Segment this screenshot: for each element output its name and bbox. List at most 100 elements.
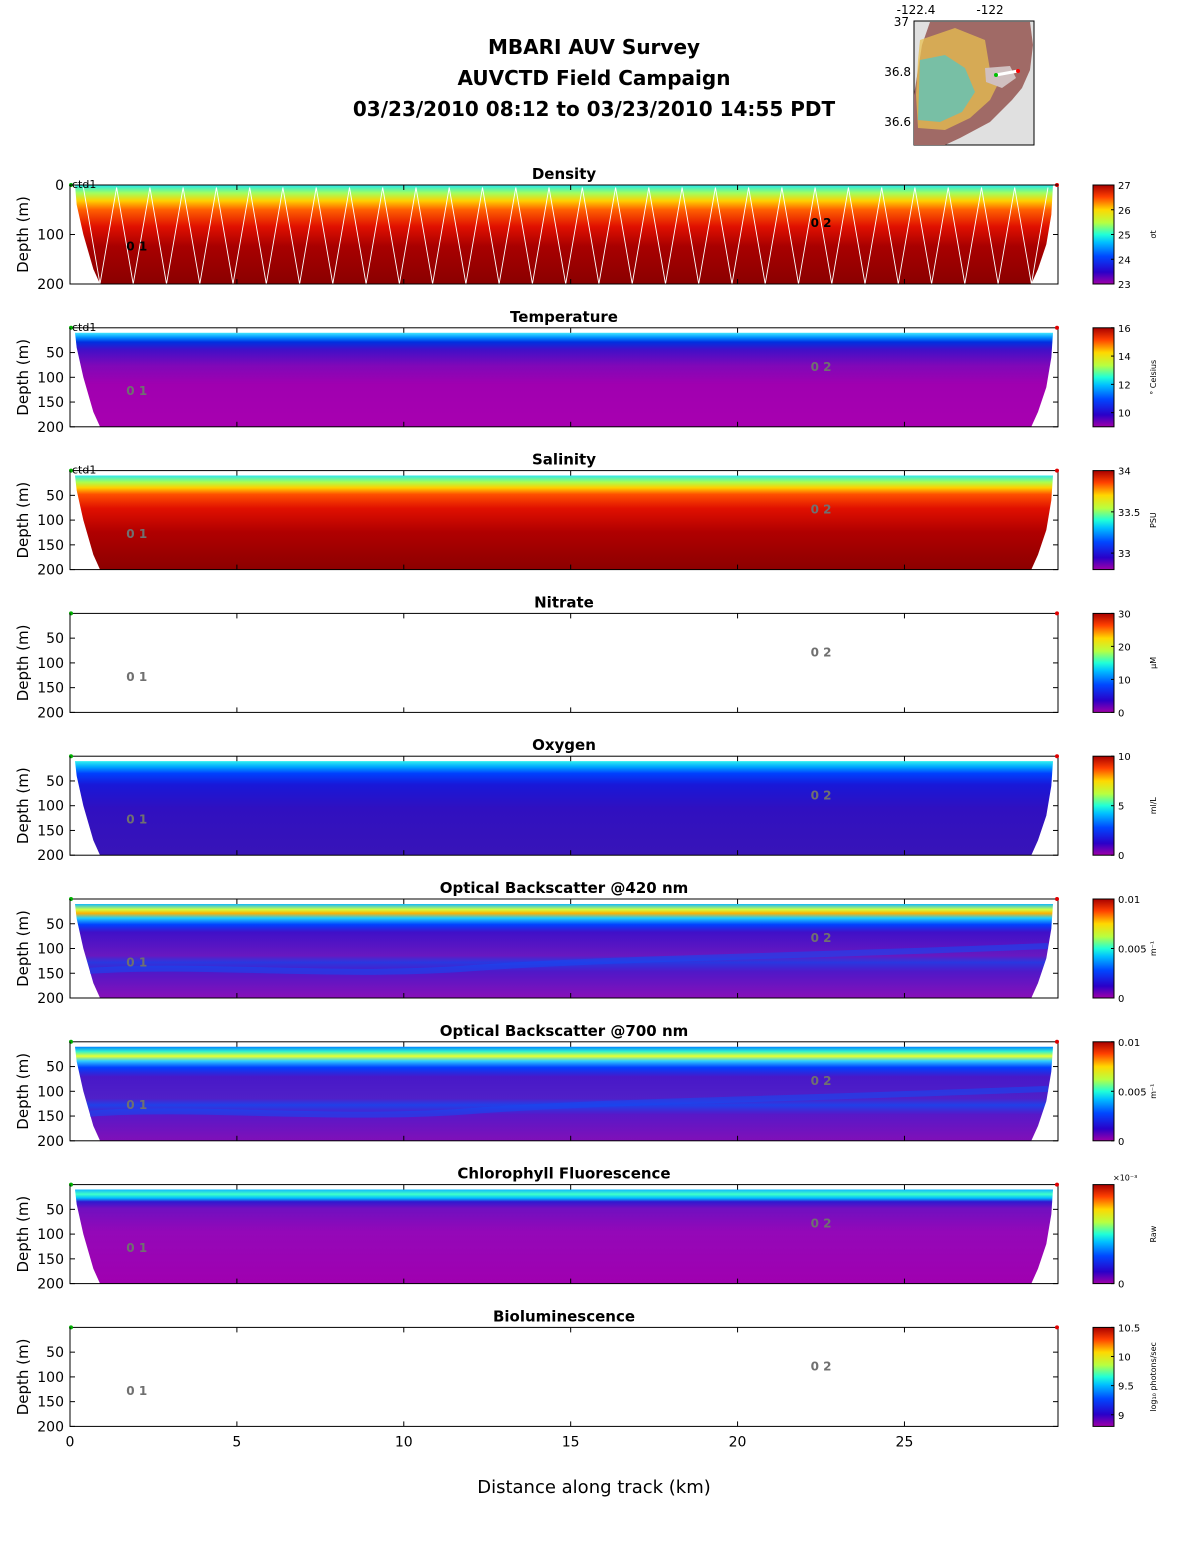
panel-7: Optical Backscatter @700 nm 50 100 150 200 De… [14, 1022, 1158, 1150]
y-tick-label: 100 [37, 1084, 64, 1100]
section-curtain [75, 1189, 1053, 1284]
x-tick-label: 10 [395, 1434, 413, 1450]
colorbar [1092, 612, 1115, 713]
colorbar-unit: ml/L [1149, 797, 1158, 815]
inset-lat-tick-3: 36.6 [884, 115, 911, 129]
panel-axes-frame [69, 1326, 1059, 1427]
panel-3: Salinity ctd1 50 100 150 200 Depth (m) 0 1 0 2 34… [14, 451, 1158, 579]
title-line-1: MBARI AUV Survey [488, 35, 700, 59]
y-tick-label: 150 [37, 1395, 64, 1411]
track-end-marker [1055, 325, 1059, 330]
colorbar-unit: σt [1149, 230, 1158, 238]
colorbar-tick-label: 25 [1118, 231, 1131, 242]
section-curtain [75, 475, 1053, 570]
x-tick-label: 0 [66, 1434, 75, 1450]
backscatter-layer [89, 943, 1049, 975]
colorbar [1092, 1326, 1115, 1427]
panel-8: Chlorophyll Fluorescence 50 100 150 200 Depth… [14, 1165, 1158, 1293]
y-axis-label: Depth (m) [14, 1339, 32, 1416]
track-end-marker [1055, 1039, 1059, 1044]
colorbar-unit: Raw [1149, 1225, 1158, 1242]
inset-map-lowland [918, 55, 975, 122]
y-tick-label: 50 [46, 631, 64, 647]
y-tick-label: 50 [46, 488, 64, 504]
y-tick-label: 50 [46, 1060, 64, 1076]
colorbar-tick-label: 0.01 [1118, 895, 1140, 906]
y-tick-label: 100 [37, 799, 64, 815]
colorbar [1092, 184, 1115, 285]
colorbar-tick-label: 27 [1118, 181, 1131, 192]
colorbar [1092, 327, 1115, 428]
y-axis-label: Depth (m) [14, 196, 32, 273]
panel-2: Temperature ctd1 50 100 150 200 Depth (m) 0 1 0 … [14, 308, 1158, 436]
station-marker: 0 2 [811, 216, 832, 230]
colorbar-tick-label: 0 [1118, 708, 1124, 719]
track-end-marker [1055, 1182, 1059, 1187]
colorbar-unit: m⁻¹ [1149, 941, 1158, 956]
colorbar-tick-label: 0 [1118, 1137, 1124, 1148]
colorbar-tick-label: 0 [1118, 1280, 1124, 1291]
colorbar-unit: ° Celsius [1149, 360, 1158, 395]
colorbar-tick-label: 0 [1118, 851, 1124, 862]
track-end-marker [1055, 468, 1059, 473]
section-curtain [75, 761, 1053, 856]
station-marker: 0 2 [811, 1074, 832, 1088]
colorbar-tick-label: 24 [1118, 255, 1131, 266]
colorbar-tick-label: 33 [1118, 549, 1131, 560]
y-tick-label: 200 [37, 991, 64, 1007]
station-marker: 0 1 [126, 813, 147, 827]
colorbar-tick-label: 30 [1118, 609, 1131, 620]
inset-map-track [995, 69, 1019, 77]
y-tick-label: 200 [37, 277, 64, 293]
y-tick-label: 50 [46, 1345, 64, 1361]
y-tick-label: 200 [37, 848, 64, 864]
track-end-marker [1055, 1325, 1059, 1330]
panel-title: Temperature [510, 308, 618, 326]
colorbar [1092, 898, 1115, 999]
colorbar-tick-label: 0.005 [1118, 945, 1147, 956]
station-marker: 0 1 [126, 1241, 147, 1255]
section-curtain [75, 1046, 1053, 1141]
section-curtain [75, 185, 1053, 284]
colorbar [1092, 470, 1115, 571]
station-marker: 0 1 [126, 384, 147, 398]
y-axis-label: Depth (m) [14, 339, 32, 416]
panel-title: Optical Backscatter @700 nm [440, 1022, 689, 1040]
y-tick-label: 100 [37, 228, 64, 244]
colorbar-tick-label: 5 [1118, 802, 1124, 813]
y-axis-label: Depth (m) [14, 1053, 32, 1130]
y-axis-label: Depth (m) [14, 625, 32, 702]
colorbar [1092, 1184, 1115, 1285]
y-tick-label: 100 [37, 370, 64, 386]
y-tick-label: 100 [37, 656, 64, 672]
station-marker: 0 1 [126, 955, 147, 969]
y-tick-label: 50 [46, 917, 64, 933]
inset-map-end-point [1016, 69, 1020, 73]
x-tick-label: 5 [232, 1434, 241, 1450]
y-tick-label: 150 [37, 538, 64, 554]
colorbar-tick-label: 33.5 [1118, 508, 1140, 519]
panel-6: Optical Backscatter @420 nm 50 100 150 200 De… [14, 879, 1158, 1007]
station-marker: 0 1 [126, 239, 147, 253]
station-marker: 0 2 [811, 360, 832, 374]
inset-lat-tick-1: 37 [894, 15, 909, 29]
x-axis: 0 5 10 15 20 25 [66, 1434, 914, 1450]
colorbar-tick-label: 9 [1118, 1411, 1124, 1422]
profile-label: ctd1 [72, 464, 96, 477]
section-curtain [75, 903, 1053, 998]
colorbar-tick-label: 0 [1118, 994, 1124, 1005]
colorbar-tick-label: 10 [1118, 409, 1131, 420]
x-axis-label: Distance along track (km) [477, 1477, 711, 1498]
colorbar-unit: μM [1149, 657, 1158, 669]
figure-header: MBARI AUV Survey AUVCTD Field Campaign 0… [353, 35, 836, 121]
station-marker: 0 2 [811, 1217, 832, 1231]
y-tick-label: 200 [37, 1277, 64, 1293]
panel-title: Chlorophyll Fluorescence [457, 1165, 670, 1183]
station-marker: 0 2 [811, 646, 832, 660]
y-tick-label: 100 [37, 1227, 64, 1243]
title-line-3: 03/23/2010 08:12 to 03/23/2010 14:55 PDT [353, 97, 836, 121]
x-tick-label: 15 [562, 1434, 580, 1450]
panel-title: Density [532, 165, 597, 183]
